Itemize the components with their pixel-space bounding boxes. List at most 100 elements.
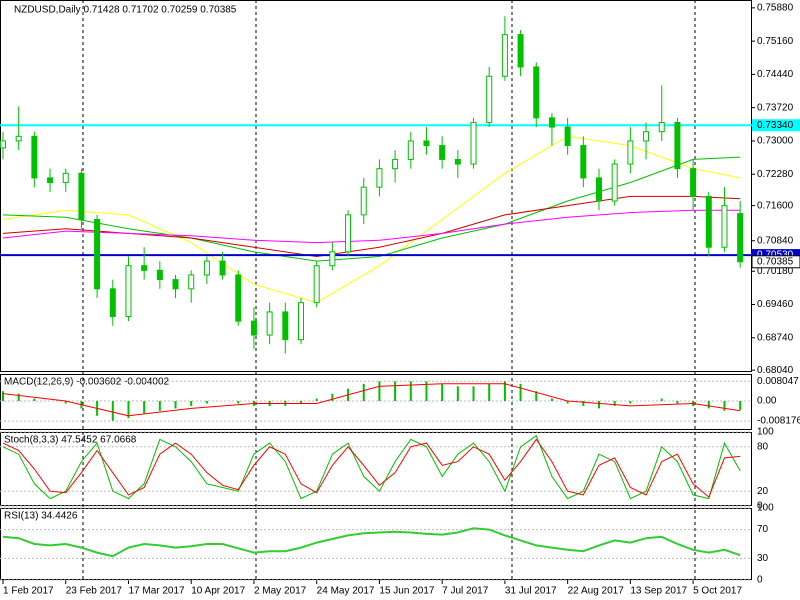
candle-body — [298, 302, 304, 341]
y-tick-label: 0.75880 — [757, 2, 794, 13]
indicator-title: RSI(13) 34.4426 — [4, 511, 78, 522]
candle-body — [533, 66, 540, 119]
x-tick-label: 15 Jun 2017 — [379, 586, 434, 597]
candle-body — [329, 251, 336, 267]
candle-body — [250, 320, 257, 336]
candle-body — [62, 172, 69, 184]
candle-body — [235, 274, 242, 322]
indicator-title: MACD(12,26,9) -0.003602 -0.004002 — [4, 377, 170, 388]
candle-body — [15, 135, 22, 142]
candle-body — [156, 269, 163, 281]
candle-body — [690, 168, 697, 197]
x-tick-label: 17 Mar 2017 — [128, 586, 185, 597]
candle-body — [282, 311, 289, 341]
indicator-tick-label: -0.008176 — [757, 416, 800, 427]
candle-body — [47, 177, 54, 184]
last-price-label: 0.70385 — [757, 256, 794, 267]
candle-body — [454, 158, 461, 165]
indicator-tick-label: 100 — [757, 427, 774, 438]
price-label: 0.73340 — [757, 120, 794, 131]
candle-body — [627, 140, 634, 165]
candle-body — [360, 186, 367, 216]
y-tick-label: 0.73000 — [757, 136, 794, 147]
macd-signal — [2, 383, 741, 417]
y-tick-label: 0.69460 — [757, 299, 794, 310]
price-panel — [0, 0, 752, 372]
candle-body — [345, 214, 352, 253]
candle-body — [486, 75, 493, 123]
indicator-tick-label: 0 — [757, 501, 763, 512]
candle-body — [501, 34, 508, 77]
indicator-tick-label: 0 — [757, 575, 763, 586]
chart-title: NZDUSD,Daily 0.71428 0.71702 0.70259 0.7… — [14, 5, 237, 16]
indicator-tick-label: 80 — [757, 441, 769, 452]
candle-body — [0, 140, 6, 149]
y-tick-label: 0.68740 — [757, 332, 794, 343]
candle-body — [564, 126, 571, 147]
stoch-line — [2, 434, 741, 500]
x-tick-label: 23 Feb 2017 — [66, 586, 123, 597]
macd-panel — [0, 374, 752, 430]
stoch-line — [2, 438, 741, 498]
candle-body — [674, 121, 681, 170]
x-tick-label: 7 Jul 2017 — [442, 586, 489, 597]
candle-body — [141, 265, 148, 271]
indicator-tick-label: 70 — [757, 524, 769, 535]
candle-body — [580, 145, 587, 179]
candle-body — [439, 145, 446, 160]
x-tick-label: 1 Feb 2017 — [3, 586, 54, 597]
candle-body — [721, 205, 728, 248]
y-tick-label: 0.68040 — [757, 365, 794, 376]
price-label-box — [752, 249, 800, 262]
x-tick-label: 2 May 2017 — [254, 586, 307, 597]
last-price-box — [751, 255, 800, 269]
candle-body — [407, 140, 414, 160]
candle-body — [423, 140, 430, 147]
indicator-tick-label: 0.008047 — [757, 376, 799, 387]
moving-average — [2, 156, 741, 262]
candle-body — [94, 219, 101, 290]
candle-body — [109, 288, 116, 318]
x-tick-label: 5 Oct 2017 — [693, 586, 742, 597]
y-tick-label: 0.74440 — [757, 69, 794, 80]
candle-body — [737, 213, 744, 263]
indicator-tick-label: 100 — [757, 503, 774, 514]
candle-body — [172, 279, 179, 290]
x-tick-label: 10 Apr 2017 — [191, 586, 245, 597]
y-tick-label: 0.72280 — [757, 169, 794, 180]
price-label: 0.70530 — [757, 250, 794, 261]
candle-body — [219, 260, 226, 276]
candle-body — [376, 168, 383, 188]
candle-body — [470, 121, 477, 165]
y-tick-label: 0.70840 — [757, 235, 794, 246]
indicator-tick-label: 30 — [757, 553, 769, 564]
y-tick-label: 0.70180 — [757, 266, 794, 277]
candle-body — [596, 177, 602, 202]
x-tick-label: 22 Aug 2017 — [568, 586, 625, 597]
y-tick-label: 0.71600 — [757, 200, 794, 211]
indicator-tick-label: 20 — [757, 486, 769, 497]
candle-body — [203, 260, 210, 276]
moving-average — [2, 209, 741, 244]
candle-body — [78, 172, 85, 221]
candle-body — [548, 117, 555, 128]
x-tick-label: 31 Jul 2017 — [505, 586, 557, 597]
candle-body — [643, 131, 650, 142]
candle-body — [392, 158, 399, 170]
x-tick-label: 24 May 2017 — [317, 586, 375, 597]
indicator-tick-label: 0.00 — [757, 396, 777, 407]
candle-body — [313, 265, 320, 304]
y-tick-label: 0.73720 — [757, 102, 794, 113]
candle-body — [611, 163, 618, 202]
candle-body — [517, 34, 524, 68]
candle-body — [31, 135, 38, 179]
candle-body — [705, 195, 712, 248]
candle-body — [266, 311, 273, 336]
y-tick-label: 0.75160 — [757, 36, 794, 47]
price-label-box — [752, 119, 800, 132]
x-tick-label: 13 Sep 2017 — [630, 586, 687, 597]
indicator-title: Stoch(8,3,3) 47.5452 67.0668 — [4, 435, 137, 446]
